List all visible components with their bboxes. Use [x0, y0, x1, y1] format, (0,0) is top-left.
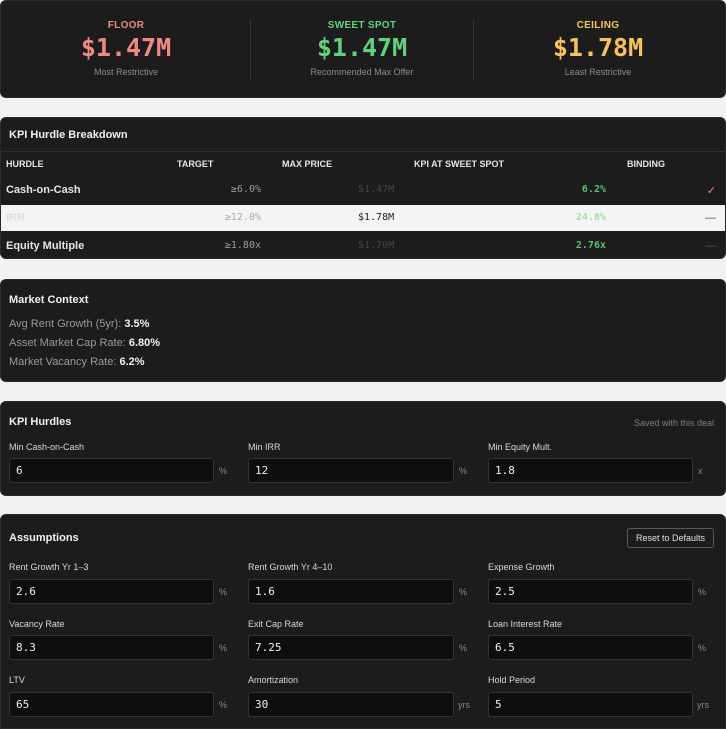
max-price-value: $1.78M: [358, 212, 395, 223]
floor-label: FLOOR: [107, 20, 145, 31]
unit-label: %: [698, 643, 707, 653]
market-context-card: Market Context Avg Rent Growth (5yr): 3.…: [0, 279, 726, 382]
field-label: Exit Cap Rate: [248, 619, 304, 629]
market-item-value: 3.5%: [124, 318, 150, 330]
saved-note: Saved with this deal: [633, 418, 714, 428]
card-title: Assumptions: [9, 532, 79, 544]
unit-label: x: [698, 466, 703, 476]
divider: [473, 19, 474, 81]
target-value: ≥12.0%: [224, 212, 261, 223]
target-value: ≥1.80x: [224, 240, 261, 251]
card-title: KPI Hurdle Breakdown: [9, 129, 128, 141]
market-item: Market Vacancy Rate: 6.2%: [9, 356, 145, 368]
field-label: Min Equity Mult.: [488, 442, 553, 452]
market-item: Avg Rent Growth (5yr): 3.5%: [9, 318, 149, 330]
column-header: MAX PRICE: [282, 159, 333, 169]
ceiling-value: $1.78M: [552, 33, 644, 62]
exit-cap-rate-input[interactable]: 7.25: [248, 635, 454, 660]
binding-indicator: —: [705, 212, 716, 224]
floor-subtitle: Most Restrictive: [93, 67, 158, 77]
field-label: Loan Interest Rate: [488, 619, 563, 629]
target-value: ≥6.0%: [230, 184, 261, 195]
unit-label: %: [219, 587, 228, 597]
rent-growth-yr1-3-input[interactable]: 2.6: [9, 579, 214, 604]
ceiling-summary: CEILING $1.78M Least Restrictive: [473, 1, 723, 99]
field-label: Rent Growth Yr 1–3: [9, 562, 89, 572]
unit-label: %: [219, 700, 228, 710]
unit-label: yrs: [697, 700, 709, 710]
vacancy-rate-input[interactable]: 8.3: [9, 635, 214, 660]
unit-label: %: [219, 643, 228, 653]
table-row: Cash-on-Cash ≥6.0% $1.47M 6.2% ✓: [1, 177, 725, 203]
hurdle-name: Equity Multiple: [6, 240, 85, 252]
kpi-value: 2.76x: [575, 240, 606, 251]
market-item-label: Asset Market Cap Rate:: [9, 337, 126, 349]
table-row: IRR ≥12.0% $1.78M 24.8% —: [1, 205, 725, 231]
divider: [1, 151, 725, 152]
binding-indicator: —: [705, 240, 716, 252]
unit-label: %: [698, 587, 707, 597]
field-label: Expense Growth: [488, 562, 555, 572]
loan-interest-rate-input[interactable]: 6.5: [488, 635, 693, 660]
field-label: Min IRR: [248, 442, 281, 452]
rent-growth-yr4-10-input[interactable]: 1.6: [248, 579, 454, 604]
max-price-value: $1.47M: [358, 184, 395, 195]
kpi-breakdown-card: KPI Hurdle Breakdown HURDLE TARGET MAX P…: [0, 117, 726, 259]
market-item-value: 6.80%: [128, 337, 161, 349]
sweet-spot-subtitle: Recommended Max Offer: [310, 67, 414, 77]
sweet-spot-summary: SWEET SPOT $1.47M Recommended Max Offer: [251, 1, 473, 99]
field-label: Rent Growth Yr 4–10: [248, 562, 333, 572]
column-header: TARGET: [177, 159, 214, 169]
ceiling-label: CEILING: [576, 20, 620, 31]
field-label: Hold Period: [488, 675, 536, 685]
ltv-input[interactable]: 65: [9, 692, 214, 717]
card-title: KPI Hurdles: [9, 416, 72, 428]
amortization-input[interactable]: 30: [248, 692, 454, 717]
sweet-spot-value: $1.47M: [316, 33, 408, 62]
min-cash-on-cash-input[interactable]: 6: [9, 458, 214, 483]
hurdle-name: IRR: [6, 212, 25, 224]
ceiling-subtitle: Least Restrictive: [564, 67, 632, 77]
unit-label: %: [459, 466, 468, 476]
market-item-label: Avg Rent Growth (5yr):: [9, 318, 122, 330]
hurdle-name: Cash-on-Cash: [6, 184, 81, 196]
max-price-value: $1.70M: [358, 240, 395, 251]
sweet-spot-label: SWEET SPOT: [327, 20, 397, 31]
market-item: Asset Market Cap Rate: 6.80%: [9, 337, 160, 349]
field-label: Amortization: [248, 675, 299, 685]
field-label: Vacancy Rate: [9, 619, 65, 629]
kpi-hurdles-card: KPI Hurdles Saved with this deal Min Cas…: [0, 401, 726, 496]
column-header: HURDLE: [6, 159, 44, 169]
min-irr-input[interactable]: 12: [248, 458, 454, 483]
floor-summary: FLOOR $1.47M Most Restrictive: [1, 1, 251, 99]
min-equity-multiple-input[interactable]: 1.8: [488, 458, 693, 483]
market-item-value: 6.2%: [119, 356, 145, 368]
unit-label: yrs: [458, 700, 470, 710]
binding-check-icon: ✓: [706, 185, 716, 197]
unit-label: %: [459, 587, 468, 597]
price-summary-card: FLOOR $1.47M Most Restrictive SWEET SPOT…: [0, 0, 726, 98]
floor-value: $1.47M: [80, 33, 172, 62]
table-row: Equity Multiple ≥1.80x $1.70M 2.76x —: [1, 233, 725, 258]
card-title: Market Context: [9, 294, 89, 306]
unit-label: %: [459, 643, 468, 653]
column-header: BINDING: [627, 159, 665, 169]
unit-label: %: [219, 466, 228, 476]
column-header: KPI AT SWEET SPOT: [414, 159, 505, 169]
reset-to-defaults-button[interactable]: Reset to Defaults: [627, 528, 714, 548]
market-item-label: Market Vacancy Rate:: [9, 356, 117, 368]
field-label: LTV: [9, 675, 25, 685]
kpi-value: 24.8%: [575, 212, 606, 223]
expense-growth-input[interactable]: 2.5: [488, 579, 693, 604]
hold-period-input[interactable]: 5: [488, 692, 693, 717]
divider: [250, 19, 251, 81]
assumptions-card: Assumptions Reset to Defaults Rent Growt…: [0, 514, 726, 729]
field-label: Min Cash-on-Cash: [9, 442, 85, 452]
kpi-value: 6.2%: [581, 184, 606, 195]
